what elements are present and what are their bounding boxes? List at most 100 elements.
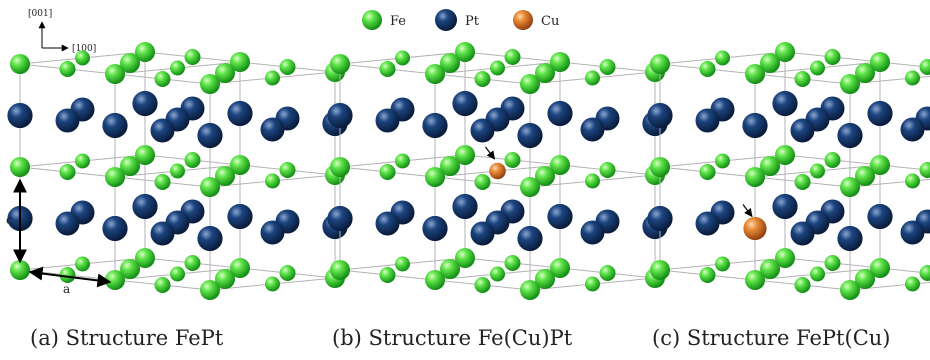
fe-atom bbox=[265, 173, 280, 189]
fe-atom bbox=[650, 54, 670, 74]
fe-atom bbox=[474, 71, 491, 87]
pt-atom bbox=[580, 117, 605, 142]
pt-atom bbox=[422, 215, 448, 242]
fe-atom bbox=[75, 256, 90, 272]
panel-b: (b) Structure Fe(Cu)Pt bbox=[327, 42, 668, 350]
fe-atom bbox=[379, 267, 396, 283]
fe-atom bbox=[504, 152, 521, 168]
axis-label-100: [100] bbox=[72, 44, 96, 54]
fe-atom bbox=[170, 163, 185, 179]
pt-atom bbox=[227, 203, 253, 230]
fe-atom bbox=[330, 54, 350, 74]
fe-atom bbox=[120, 53, 140, 73]
fe-atom bbox=[535, 63, 555, 83]
fe-atom bbox=[395, 50, 410, 66]
legend-pt-sphere bbox=[435, 9, 457, 31]
fe-atom bbox=[59, 164, 76, 180]
fe-atom bbox=[215, 166, 235, 186]
legend-fe-sphere bbox=[362, 10, 382, 30]
fe-atom bbox=[650, 157, 670, 177]
fe-atom bbox=[715, 50, 730, 66]
fe-atom bbox=[715, 256, 730, 272]
fe-atom bbox=[215, 269, 235, 289]
fe-atom bbox=[745, 64, 765, 84]
pt-atom bbox=[900, 220, 925, 245]
fe-atom bbox=[105, 64, 125, 84]
fe-atom bbox=[154, 277, 171, 293]
pt-atom bbox=[132, 90, 158, 117]
pt-atom bbox=[7, 102, 33, 129]
fe-atom bbox=[585, 70, 600, 86]
pt-atom bbox=[375, 108, 400, 133]
fe-atom bbox=[855, 166, 875, 186]
fe-atom bbox=[585, 276, 600, 292]
fe-atom bbox=[184, 49, 201, 65]
fe-atom bbox=[840, 177, 860, 197]
fe-atom bbox=[230, 155, 250, 175]
fe-atom bbox=[870, 258, 890, 278]
pt-atom bbox=[547, 100, 573, 127]
fe-atom bbox=[855, 63, 875, 83]
fe-atom bbox=[75, 153, 90, 169]
pt-atom bbox=[742, 112, 768, 139]
fe-atom bbox=[760, 53, 780, 73]
c-dimension-label: c bbox=[6, 213, 13, 227]
legend-cu-label: Cu bbox=[541, 14, 559, 29]
fe-atom bbox=[919, 59, 930, 75]
pt-atom bbox=[470, 221, 495, 246]
fe-atom bbox=[535, 269, 555, 289]
fe-atom bbox=[474, 277, 491, 293]
legend-fe-label: Fe bbox=[390, 14, 406, 29]
fe-atom bbox=[760, 259, 780, 279]
fe-atom bbox=[440, 156, 460, 176]
crystal-axes: [001] [100] bbox=[28, 9, 96, 54]
pt-atom bbox=[837, 122, 863, 149]
a-dimension-label: a bbox=[63, 282, 70, 296]
panel-caption: (b) Structure Fe(Cu)Pt bbox=[332, 326, 573, 350]
fe-atom bbox=[330, 260, 350, 280]
atoms bbox=[647, 42, 930, 300]
fe-atom bbox=[550, 52, 570, 72]
fe-atom bbox=[520, 280, 540, 300]
fe-atom bbox=[440, 259, 460, 279]
dopant-arrow bbox=[485, 146, 496, 160]
pt-atom bbox=[547, 203, 573, 230]
pt-atom bbox=[102, 215, 128, 242]
pt-atom bbox=[867, 100, 893, 127]
fe-atom bbox=[810, 266, 825, 282]
fe-atom bbox=[919, 265, 930, 281]
fe-atom bbox=[810, 163, 825, 179]
fe-atom bbox=[650, 260, 670, 280]
fe-atom bbox=[425, 167, 445, 187]
fe-atom bbox=[535, 166, 555, 186]
fe-atom bbox=[105, 167, 125, 187]
fe-atom bbox=[699, 267, 716, 283]
pt-atom bbox=[790, 221, 815, 246]
pt-atom bbox=[790, 118, 815, 143]
fe-atom bbox=[775, 42, 795, 62]
fe-atom bbox=[215, 63, 235, 83]
fe-atom bbox=[474, 174, 491, 190]
fe-atom bbox=[905, 70, 920, 86]
pt-atom bbox=[260, 117, 285, 142]
pt-atom bbox=[647, 102, 673, 129]
fe-atom bbox=[840, 280, 860, 300]
fe-atom bbox=[395, 153, 410, 169]
fe-atom bbox=[550, 155, 570, 175]
fe-atom bbox=[105, 270, 125, 290]
fe-atom bbox=[520, 177, 540, 197]
fe-atom bbox=[120, 259, 140, 279]
pt-atom bbox=[580, 220, 605, 245]
pt-atom bbox=[150, 221, 175, 246]
pt-atom bbox=[55, 108, 80, 133]
fe-atom bbox=[120, 156, 140, 176]
panel-caption: (c) Structure FePt(Cu) bbox=[652, 326, 890, 350]
fe-atom bbox=[440, 53, 460, 73]
pt-atom bbox=[327, 205, 353, 232]
fe-atom bbox=[810, 60, 825, 76]
fe-atom bbox=[455, 42, 475, 62]
pt-atom bbox=[132, 193, 158, 220]
fe-atom bbox=[794, 174, 811, 190]
fe-atom bbox=[425, 270, 445, 290]
